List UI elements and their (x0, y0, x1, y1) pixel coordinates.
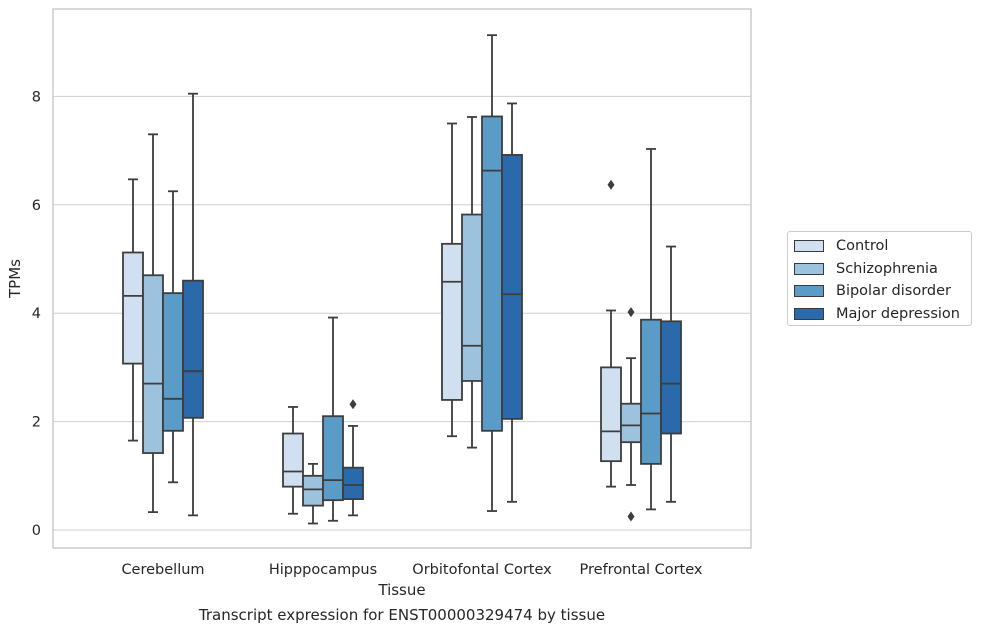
box-orbitofontal-cortex-schizophrenia (461, 213, 483, 382)
box-cerebellum-schizophrenia (142, 274, 164, 454)
box-prefrontal-cortex-bipolar-disorder (640, 318, 662, 465)
legend-swatch-schizophrenia (794, 262, 824, 275)
y-tick-label: 4 (32, 306, 41, 322)
legend-label-bipolar-disorder: Bipolar disorder (836, 283, 951, 300)
x-axis-label: Tissue (377, 581, 425, 599)
box-cerebellum-major-depression (182, 279, 204, 419)
x-tick-label: Cerebellum (121, 562, 204, 578)
plot-frame (52, 8, 752, 549)
box-hipppocampus-control (282, 432, 304, 488)
y-tick-label: 0 (32, 523, 41, 539)
box-hipppocampus-schizophrenia (302, 474, 324, 507)
legend-item-bipolar-disorder: Bipolar disorder (794, 280, 965, 303)
y-tick-label: 2 (32, 415, 41, 431)
box-prefrontal-cortex-schizophrenia (620, 402, 642, 444)
box-hipppocampus-bipolar-disorder (322, 415, 344, 502)
box-orbitofontal-cortex-control (441, 242, 463, 401)
box-cerebellum-bipolar-disorder (162, 292, 184, 432)
legend-item-control: Control (794, 235, 965, 258)
legend-label-control: Control (836, 238, 889, 255)
legend-label-schizophrenia: Schizophrenia (836, 260, 938, 277)
box-hipppocampus-major-depression-outlier (349, 399, 357, 410)
figure-caption: Transcript expression for ENST0000032947… (198, 606, 606, 624)
y-tick-label: 8 (32, 89, 41, 105)
legend-swatch-bipolar-disorder (794, 285, 824, 298)
box-prefrontal-cortex-control (600, 366, 622, 463)
box-orbitofontal-cortex-bipolar-disorder (481, 115, 503, 432)
box-prefrontal-cortex-major-depression (660, 320, 682, 435)
box-cerebellum-control (122, 251, 144, 365)
legend-swatch-control (794, 240, 824, 253)
y-axis-label: TPMs (6, 259, 24, 299)
y-tick-label: 6 (32, 198, 41, 214)
legend-item-schizophrenia: Schizophrenia (794, 258, 965, 281)
legend-item-major-depression: Major depression (794, 303, 965, 326)
x-tick-label: Hipppocampus (269, 562, 377, 578)
legend-label-major-depression: Major depression (836, 305, 960, 322)
chart-legend: Control Schizophrenia Bipolar disorder M… (787, 231, 972, 326)
x-tick-label: Orbitofontal Cortex (412, 562, 552, 578)
box-prefrontal-cortex-schizophrenia-outlier (627, 307, 635, 318)
box-prefrontal-cortex-schizophrenia-outlier (627, 511, 635, 522)
box-hipppocampus-major-depression (342, 466, 364, 501)
x-tick-label: Prefrontal Cortex (580, 562, 703, 578)
box-orbitofontal-cortex-major-depression (501, 154, 523, 420)
box-prefrontal-cortex-control-outlier (607, 179, 615, 190)
legend-swatch-major-depression (794, 307, 824, 320)
